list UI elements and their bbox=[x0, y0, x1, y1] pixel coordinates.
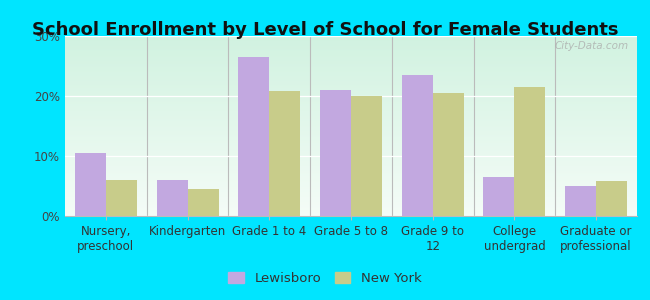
Bar bbox=[596, 181, 627, 216]
Bar bbox=[106, 180, 137, 216]
Bar bbox=[484, 177, 514, 216]
Bar bbox=[157, 180, 188, 216]
Bar bbox=[75, 153, 106, 216]
Bar bbox=[514, 87, 545, 216]
Legend: Lewisboro, New York: Lewisboro, New York bbox=[223, 267, 427, 290]
Text: School Enrollment by Level of School for Female Students: School Enrollment by Level of School for… bbox=[32, 21, 618, 39]
Bar bbox=[320, 90, 351, 216]
Bar bbox=[351, 96, 382, 216]
Bar bbox=[565, 186, 596, 216]
Text: City-Data.com: City-Data.com bbox=[554, 41, 629, 51]
Bar bbox=[239, 57, 269, 216]
Bar bbox=[188, 189, 218, 216]
Bar bbox=[433, 93, 463, 216]
Bar bbox=[402, 75, 433, 216]
Bar bbox=[269, 91, 300, 216]
